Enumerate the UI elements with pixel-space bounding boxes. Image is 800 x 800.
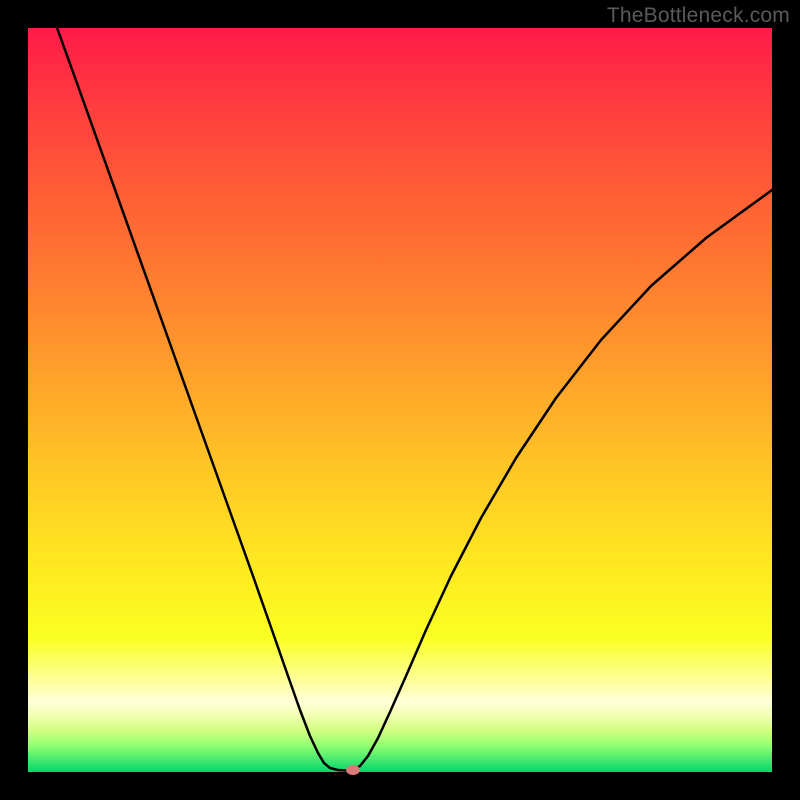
bottleneck-curve [28,28,772,772]
watermark-text: TheBottleneck.com [607,4,790,28]
plot-area [28,28,772,772]
optimum-marker [346,765,360,775]
